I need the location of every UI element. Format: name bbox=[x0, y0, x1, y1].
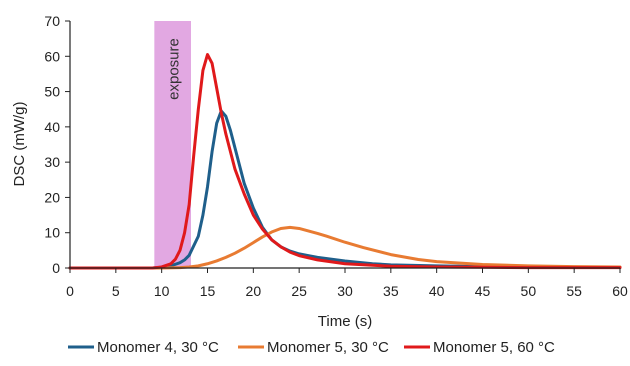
y-tick-label: 30 bbox=[44, 154, 60, 170]
annotation-layer: exposure bbox=[166, 38, 183, 100]
exposure-label: exposure bbox=[166, 38, 183, 100]
x-tick-label: 55 bbox=[566, 283, 582, 299]
legend: Monomer 4, 30 °C Monomer 5, 30 °C Monomer … bbox=[68, 339, 555, 356]
x-axis-title: Time (s) bbox=[318, 313, 372, 330]
x-tick-label: 10 bbox=[154, 283, 170, 299]
y-tick-label: 10 bbox=[44, 225, 60, 241]
x-tick-label: 5 bbox=[112, 283, 120, 299]
series-line-3 bbox=[68, 53, 622, 270]
x-tick-label: 45 bbox=[475, 283, 491, 299]
legend-label-3: Monomer 5, 60 °C bbox=[433, 339, 555, 356]
x-tick-label: 50 bbox=[521, 283, 537, 299]
y-tick-label: 40 bbox=[44, 119, 60, 135]
y-tick-label: 70 bbox=[44, 13, 60, 29]
x-tick-label: 35 bbox=[383, 283, 399, 299]
x-tick-label: 60 bbox=[612, 283, 628, 299]
x-tick-label: 15 bbox=[200, 283, 216, 299]
y-tick-label: 0 bbox=[52, 260, 60, 276]
y-tick-label: 50 bbox=[44, 84, 60, 100]
y-axis-title: DSC (mW/g) bbox=[11, 102, 28, 187]
x-tick-label: 25 bbox=[291, 283, 307, 299]
legend-label-2: Monomer 5, 30 °C bbox=[267, 339, 389, 356]
x-tick-label: 30 bbox=[337, 283, 353, 299]
y-tick-label: 60 bbox=[44, 48, 60, 64]
series-line-2 bbox=[68, 225, 622, 270]
x-tick-label: 20 bbox=[246, 283, 262, 299]
x-tick-label: 0 bbox=[66, 283, 74, 299]
series-layer bbox=[68, 53, 622, 270]
y-tick-label: 20 bbox=[44, 189, 60, 205]
axes-layer: 0 5 10 15 20 25 30 35 40 45 50 55 60 0 10 20 30 40 50 60 70 bbox=[44, 13, 628, 299]
x-tick-label: 40 bbox=[429, 283, 445, 299]
legend-label-1: Monomer 4, 30 °C bbox=[97, 339, 219, 356]
series-line-1 bbox=[68, 109, 622, 270]
